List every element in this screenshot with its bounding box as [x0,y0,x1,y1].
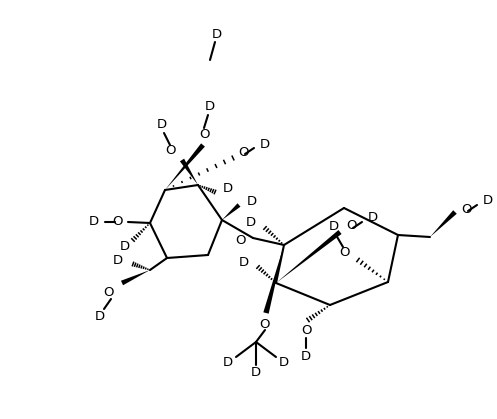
Text: O: O [260,318,270,331]
Text: O: O [199,129,209,142]
Polygon shape [263,245,284,314]
Text: O: O [461,204,472,217]
Text: D: D [120,240,130,253]
Text: D: D [251,367,261,380]
Text: O: O [166,145,176,158]
Polygon shape [121,270,150,285]
Text: D: D [260,137,270,150]
Polygon shape [222,203,241,220]
Text: D: D [113,254,123,267]
Text: O: O [103,285,114,298]
Text: O: O [339,246,350,259]
Polygon shape [430,210,457,237]
Text: D: D [301,349,311,362]
Text: D: D [89,215,99,228]
Text: D: D [239,256,249,269]
Text: O: O [301,324,311,337]
Text: O: O [346,220,356,233]
Text: D: D [247,196,257,209]
Text: D: D [212,28,222,41]
Text: D: D [223,357,233,370]
Polygon shape [165,143,205,190]
Polygon shape [276,230,341,283]
Text: D: D [157,119,167,132]
Text: D: D [279,357,289,370]
Text: D: D [329,220,339,233]
Text: D: D [368,212,378,225]
Text: D: D [246,217,256,230]
Text: D: D [95,310,105,323]
Text: D: D [205,101,215,114]
Text: O: O [236,233,246,246]
Text: D: D [223,183,233,196]
Text: O: O [238,145,248,158]
Text: D: D [483,194,493,207]
Text: O: O [112,215,123,228]
Polygon shape [180,159,198,185]
